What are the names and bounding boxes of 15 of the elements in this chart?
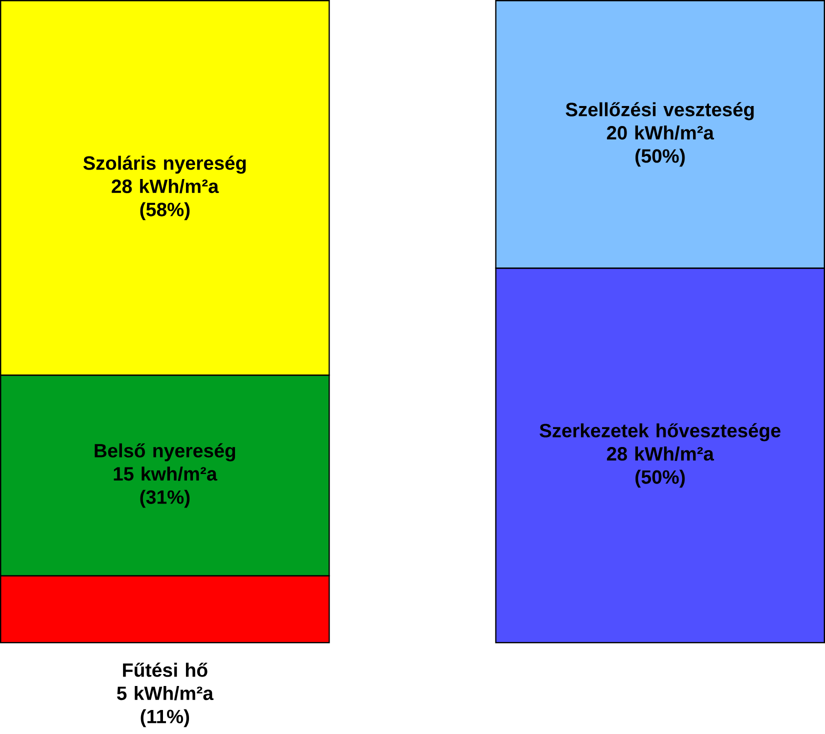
data-label: 5 kWh/m²a	[117, 686, 214, 700]
series-label: Belső nyereség	[94, 443, 236, 462]
annotation: (50%)	[635, 148, 685, 167]
data-label: 15 kwh/m²a	[114, 466, 218, 481]
series-label: Szerkezetek hővesztesége	[540, 423, 780, 442]
series-label: Fűtési hő	[123, 662, 208, 677]
data-label: 28 kWh/m²a	[606, 446, 714, 461]
series-label: Szellőzési veszteség	[566, 102, 754, 120]
series-label: Szoláris nyereség	[83, 156, 246, 174]
data-label: 28 kWh/m²a	[112, 179, 219, 194]
annotation: (50%)	[635, 470, 685, 488]
annotation: (31%)	[140, 490, 190, 508]
annotation: (58%)	[140, 202, 190, 220]
data-label: 20 kWh/m²a	[606, 126, 714, 140]
text: (11%)	[140, 709, 190, 728]
